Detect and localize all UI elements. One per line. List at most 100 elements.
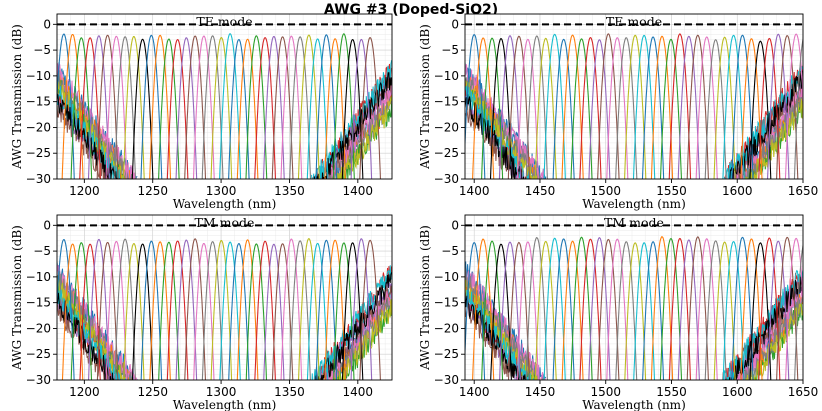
y-tick-label: 0	[451, 218, 459, 232]
y-tick-label: −15	[434, 95, 459, 109]
y-tick-label: −25	[26, 146, 51, 160]
noise-trace-left	[465, 269, 546, 380]
x-tick-label: 1200	[69, 184, 100, 198]
y-tick-label: −30	[26, 373, 51, 387]
y-tick-label: −10	[434, 270, 459, 284]
series-group	[57, 238, 392, 380]
channel-20	[219, 33, 242, 179]
channel-3	[481, 240, 504, 380]
channel-20	[219, 241, 241, 380]
channel-26	[686, 236, 709, 380]
channel-19	[624, 242, 647, 380]
channel-25	[263, 243, 285, 380]
channel-14	[579, 36, 602, 179]
channel-32	[740, 38, 763, 179]
panel-1: 1200 1250 1300 1350 1400 0 −5 −10 −15 −20 −25 −30 TE…	[10, 13, 393, 211]
channel-30	[306, 38, 329, 179]
channel-22	[650, 236, 674, 380]
channel-10	[543, 237, 566, 380]
panel-title: TM mode	[195, 215, 255, 230]
channel-6	[96, 241, 119, 380]
channel-2	[472, 238, 495, 380]
noise-trace-left	[57, 292, 118, 380]
channel-29	[297, 34, 320, 179]
y-tick-label: −25	[26, 347, 51, 361]
noise-trace-left	[465, 94, 527, 179]
highlight-channel	[341, 242, 364, 380]
channel-30	[722, 34, 745, 179]
channel-38	[794, 243, 803, 380]
x-tick-label: 1300	[206, 184, 237, 198]
axes-frame	[464, 214, 804, 381]
channel-14	[166, 240, 189, 380]
channel-1	[57, 33, 75, 179]
channel-17	[193, 242, 215, 380]
y-tick-label: −30	[434, 373, 459, 387]
noise-trace-left	[465, 80, 538, 179]
channel-31	[731, 236, 754, 380]
channel-4	[79, 243, 101, 380]
x-tick-label: 1400	[459, 385, 490, 399]
channel-13	[158, 241, 180, 380]
channel-6	[507, 241, 530, 380]
channel-33	[333, 242, 355, 380]
y-tick-label: −15	[26, 296, 51, 310]
channel-27	[280, 35, 303, 179]
channel-1	[57, 239, 75, 380]
noise-trace-left	[57, 86, 125, 179]
x-axis-label: Wavelength (nm)	[582, 197, 686, 211]
x-tick-label: 1650	[788, 184, 819, 198]
y-tick-label: −30	[26, 172, 51, 186]
panel-title: TE mode	[196, 14, 252, 29]
channel-31	[315, 34, 338, 179]
x-tick-label: 1400	[343, 385, 374, 399]
y-tick-label: −30	[434, 172, 459, 186]
axes-frame	[56, 214, 393, 381]
y-tick-label: −10	[26, 270, 51, 284]
channel-9	[534, 240, 557, 380]
panel-title: TM mode	[604, 215, 664, 230]
channel-7	[105, 35, 128, 179]
channel-22	[650, 35, 674, 179]
y-axis-label: AWG Transmission (dB)	[418, 225, 432, 371]
x-tick-label: 1250	[137, 184, 168, 198]
channel-1	[465, 241, 486, 380]
noise-trace-right	[744, 98, 803, 179]
y-tick-label: −25	[434, 347, 459, 361]
x-axis-label: Wavelength (nm)	[173, 197, 277, 211]
channel-17	[606, 238, 629, 380]
y-tick-label: −20	[26, 321, 51, 335]
y-tick-label: −5	[33, 43, 51, 57]
channel-20	[632, 34, 656, 179]
channel-29	[297, 238, 320, 380]
highlight-channel	[341, 38, 364, 179]
channel-28	[289, 240, 311, 380]
x-tick-label: 1450	[525, 385, 556, 399]
channel-3	[70, 37, 93, 179]
channel-19	[210, 240, 233, 380]
channel-24	[668, 33, 692, 179]
x-tick-label: 1400	[343, 184, 374, 198]
channel-23	[659, 38, 683, 179]
channel-37	[784, 33, 803, 179]
channel-35	[350, 38, 373, 179]
channel-28	[289, 36, 312, 179]
axes-frame	[464, 13, 804, 180]
channel-25	[677, 35, 701, 179]
panel-2: 1400 1450 1500 1550 1600 1650 0 −5 −10 −15 −20 −25 −…	[418, 13, 819, 211]
channel-26	[271, 36, 294, 179]
channel-2	[472, 37, 495, 179]
channel-17	[606, 37, 629, 179]
channel-14	[166, 38, 189, 179]
highlight-channel	[489, 37, 513, 179]
channel-23	[245, 243, 268, 380]
y-tick-label: −20	[434, 321, 459, 335]
noise-trace-left	[57, 289, 126, 380]
channel-8	[114, 36, 137, 179]
channel-34	[758, 237, 781, 380]
channel-15	[588, 237, 611, 380]
noise-trace-left	[465, 289, 535, 380]
channel-25	[262, 35, 285, 179]
x-tick-label: 1550	[656, 385, 687, 399]
